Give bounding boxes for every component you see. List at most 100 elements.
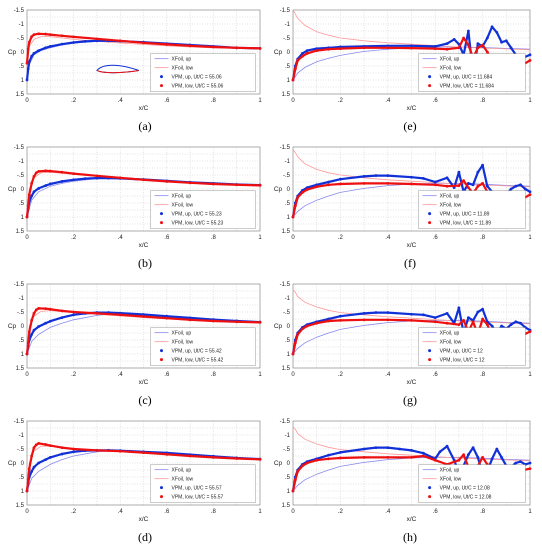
data-point	[457, 323, 461, 326]
data-point	[72, 178, 75, 182]
y-tick-label: -.5	[17, 173, 25, 179]
panel-label-b: (b)	[138, 256, 152, 270]
data-point	[293, 204, 297, 208]
data-point	[523, 187, 527, 191]
data-point	[25, 78, 29, 82]
data-point	[293, 341, 297, 345]
data-point	[32, 190, 36, 194]
y-tick-label: -1	[19, 159, 25, 165]
data-point	[315, 183, 319, 187]
data-point	[142, 315, 145, 318]
data-point	[490, 25, 494, 29]
data-point	[466, 453, 470, 456]
data-point	[433, 316, 437, 319]
data-point	[398, 447, 402, 451]
data-point	[34, 171, 38, 175]
data-point	[37, 325, 41, 328]
legend-entry: XFoil, low	[440, 66, 462, 72]
data-point	[165, 316, 169, 320]
x-tick-label: .4	[118, 235, 124, 241]
chart-panel-g: 0 .2 .4 .6 .8 1 -1.5 -1 -.5 0 .5 1 1.5 x/C Cp XFoil, up…	[274, 282, 532, 386]
x-tick-label: .2	[338, 98, 344, 104]
data-point	[165, 180, 169, 183]
data-point	[327, 180, 330, 184]
data-point	[490, 324, 494, 328]
y-axis-label: Cp	[8, 49, 17, 56]
data-point	[48, 33, 52, 37]
legend-box	[150, 190, 256, 229]
data-point	[327, 319, 330, 323]
legend-entry: XFoil, low	[440, 340, 462, 346]
data-point	[305, 324, 309, 328]
data-point	[339, 314, 342, 318]
data-point	[305, 188, 309, 191]
x-tick-label: 1	[258, 509, 262, 515]
legend-swatch	[159, 84, 163, 88]
data-point	[27, 60, 31, 64]
legend-entry: VPM, low, Ut/C = 55.23	[171, 221, 223, 227]
data-point	[445, 176, 449, 180]
x-tick-label: .2	[338, 235, 344, 241]
data-point	[60, 180, 64, 183]
data-point	[235, 46, 239, 50]
y-tick-label: -.5	[283, 447, 291, 453]
y-tick-label: -.5	[283, 310, 291, 316]
data-point	[374, 446, 378, 449]
data-point	[519, 460, 522, 463]
x-tick-label: 1	[258, 98, 262, 104]
legend-entry: XFoil, low	[171, 340, 193, 346]
data-point	[374, 311, 378, 314]
data-point	[528, 461, 532, 465]
data-point	[296, 196, 300, 199]
legend-entry: XFoil, up	[171, 331, 191, 337]
panel-label-a: (a)	[138, 119, 152, 133]
x-tick-label: .2	[338, 509, 344, 515]
chart-panel-d: 0 .2 .4 .6 .8 1 -1.5 -1 -.5 0 .5 1 1.5 x/C Cp XFoil, up…	[8, 419, 262, 523]
data-point	[44, 321, 48, 325]
data-point	[165, 314, 169, 318]
data-point	[26, 67, 30, 71]
legend-swatch	[159, 495, 163, 499]
data-point	[495, 31, 499, 34]
data-point	[362, 46, 366, 50]
x-tick-label: .2	[71, 98, 77, 104]
data-point	[27, 467, 31, 470]
legend-entry: VPM, up, Ut/C = 55.42	[171, 349, 221, 355]
data-point	[410, 449, 413, 452]
y-tick-label: -1	[285, 22, 291, 28]
data-point	[30, 333, 34, 336]
data-point	[118, 176, 122, 180]
data-point	[48, 169, 52, 173]
data-point	[410, 182, 413, 186]
x-tick-label: .2	[71, 372, 77, 378]
data-point	[83, 39, 87, 43]
legend-swatch	[428, 349, 432, 353]
x-tick-label: .8	[211, 235, 217, 241]
data-point	[528, 53, 532, 57]
x-tick-label: 0	[291, 372, 295, 378]
y-tick-label: 0	[21, 461, 25, 467]
x-tick-label: .2	[71, 509, 77, 515]
x-tick-label: 0	[25, 235, 29, 241]
data-point	[296, 333, 300, 336]
data-point	[528, 193, 532, 197]
data-point	[291, 352, 295, 356]
data-point	[485, 50, 489, 54]
y-tick-label: 1.5	[282, 503, 291, 509]
x-tick-label: 0	[25, 372, 29, 378]
legend-entry: VPM, low, Ut/C = 55.57	[171, 495, 223, 501]
data-point	[118, 449, 122, 453]
y-tick-label: -1	[19, 296, 25, 302]
legend-swatch	[159, 221, 163, 225]
data-point	[327, 457, 330, 461]
data-point	[235, 457, 239, 460]
data-point	[25, 61, 29, 65]
data-point	[462, 179, 466, 183]
data-point	[37, 49, 41, 52]
data-point	[72, 450, 75, 454]
data-point	[485, 36, 489, 40]
legend-swatch	[428, 495, 432, 499]
legend-swatch	[159, 486, 163, 490]
data-point	[457, 184, 461, 188]
y-tick-label: 1.5	[16, 366, 25, 372]
